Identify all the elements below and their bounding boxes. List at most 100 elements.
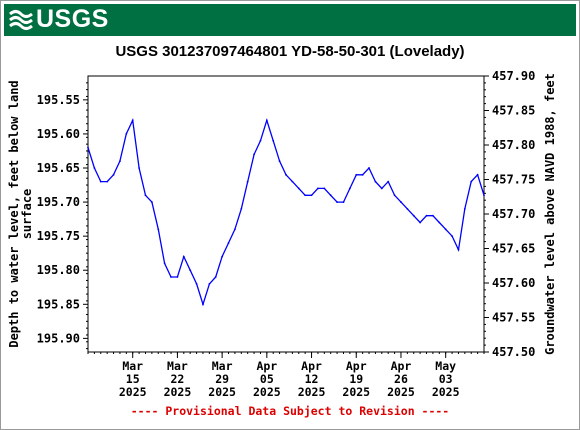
data-point: [476, 173, 479, 176]
x-tick-label: 22: [170, 372, 184, 386]
data-point: [182, 255, 185, 258]
x-tick-label: Mar: [167, 359, 188, 373]
data-point: [246, 180, 249, 183]
x-tick-label: 2025: [253, 385, 281, 399]
data-point: [297, 187, 300, 190]
right-tick-label: 457.65: [492, 242, 535, 256]
x-tick-label: Apr: [301, 359, 322, 373]
data-point: [221, 255, 224, 258]
data-point: [419, 221, 422, 224]
chart-title: USGS 301237097464801 YD-58-50-301 (Lovel…: [115, 43, 465, 60]
right-tick-label: 457.75: [492, 173, 535, 187]
left-tick-label: 195.70: [37, 195, 80, 209]
x-tick-label: Apr: [256, 359, 277, 373]
x-tick-label: 2025: [298, 385, 326, 399]
right-tick-label: 457.90: [492, 69, 535, 83]
data-point: [272, 139, 275, 142]
data-point: [483, 194, 485, 197]
data-point: [310, 194, 313, 197]
left-tick-label: 195.55: [37, 93, 80, 107]
data-point: [317, 187, 319, 190]
data-point: [150, 201, 153, 203]
data-point: [463, 207, 466, 210]
data-point: [380, 187, 383, 190]
data-point: [253, 153, 255, 156]
left-tick-label: 195.60: [37, 127, 80, 141]
data-point: [119, 160, 121, 163]
data-point: [470, 180, 473, 183]
usgs-wave-icon: [8, 7, 34, 38]
x-tick-label: 29: [215, 372, 229, 386]
data-point: [451, 235, 453, 238]
data-point: [393, 194, 396, 197]
x-tick-label: 2025: [432, 385, 460, 399]
right-tick-label: 457.85: [492, 104, 535, 118]
x-tick-label: 26: [394, 372, 408, 386]
data-point: [387, 180, 390, 183]
data-point: [412, 214, 415, 217]
data-point: [208, 282, 211, 285]
right-tick-label: 457.70: [492, 207, 535, 221]
data-point: [291, 180, 294, 183]
left-tick-label: 195.90: [37, 331, 80, 345]
x-tick-label: 19: [349, 372, 363, 386]
data-point: [368, 167, 370, 169]
x-tick-label: Mar: [122, 359, 143, 373]
data-point: [336, 201, 338, 203]
data-point: [138, 167, 140, 169]
data-point: [163, 262, 166, 265]
data-point: [93, 167, 96, 169]
x-tick-label: 05: [260, 372, 274, 386]
data-point: [87, 146, 89, 149]
data-point: [99, 180, 102, 183]
right-tick-label: 457.50: [492, 345, 535, 359]
usgs-banner: USGS: [4, 4, 576, 36]
left-axis-label: Depth to water level, feet below land: [7, 80, 21, 347]
data-point: [157, 228, 160, 231]
data-point: [202, 303, 204, 306]
right-tick-label: 457.80: [492, 138, 535, 152]
data-point: [361, 173, 364, 176]
left-tick-label: 195.65: [37, 161, 80, 175]
x-tick-label: 03: [439, 372, 453, 386]
data-point: [214, 276, 217, 278]
data-point: [240, 207, 243, 210]
data-point: [278, 160, 281, 163]
x-tick-label: 15: [126, 372, 140, 386]
x-tick-label: 2025: [387, 385, 415, 399]
data-point: [265, 119, 268, 122]
x-tick-label: 2025: [208, 385, 236, 399]
data-point: [355, 173, 358, 176]
left-tick-label: 195.75: [37, 229, 80, 243]
data-point: [400, 201, 402, 203]
data-point: [234, 228, 236, 231]
usgs-logo-text: USGS: [36, 5, 109, 33]
data-point: [227, 242, 230, 244]
data-point: [348, 187, 351, 190]
data-point: [329, 194, 332, 197]
data-point: [444, 228, 447, 231]
data-point: [176, 276, 179, 278]
data-point: [406, 207, 409, 210]
left-axis-label-line2: surface: [20, 189, 34, 240]
data-point: [112, 173, 115, 176]
data-point: [457, 248, 460, 251]
data-point: [323, 187, 326, 190]
data-point: [144, 194, 147, 197]
data-point: [125, 133, 128, 135]
right-axis-label: Groundwater level above NAVD 1988, feet: [543, 73, 557, 355]
x-tick-label: Apr: [391, 359, 412, 373]
data-point: [432, 214, 434, 217]
provisional-notice: ---- Provisional Data Subject to Revisio…: [130, 404, 450, 418]
data-point: [304, 194, 307, 197]
x-tick-label: May: [435, 359, 456, 373]
left-tick-label: 195.80: [37, 263, 80, 277]
data-point: [195, 282, 198, 285]
right-tick-label: 457.60: [492, 276, 535, 290]
x-tick-label: Apr: [346, 359, 367, 373]
data-point: [285, 173, 287, 176]
left-tick-label: 195.85: [37, 297, 80, 311]
x-tick-label: 2025: [119, 385, 147, 399]
